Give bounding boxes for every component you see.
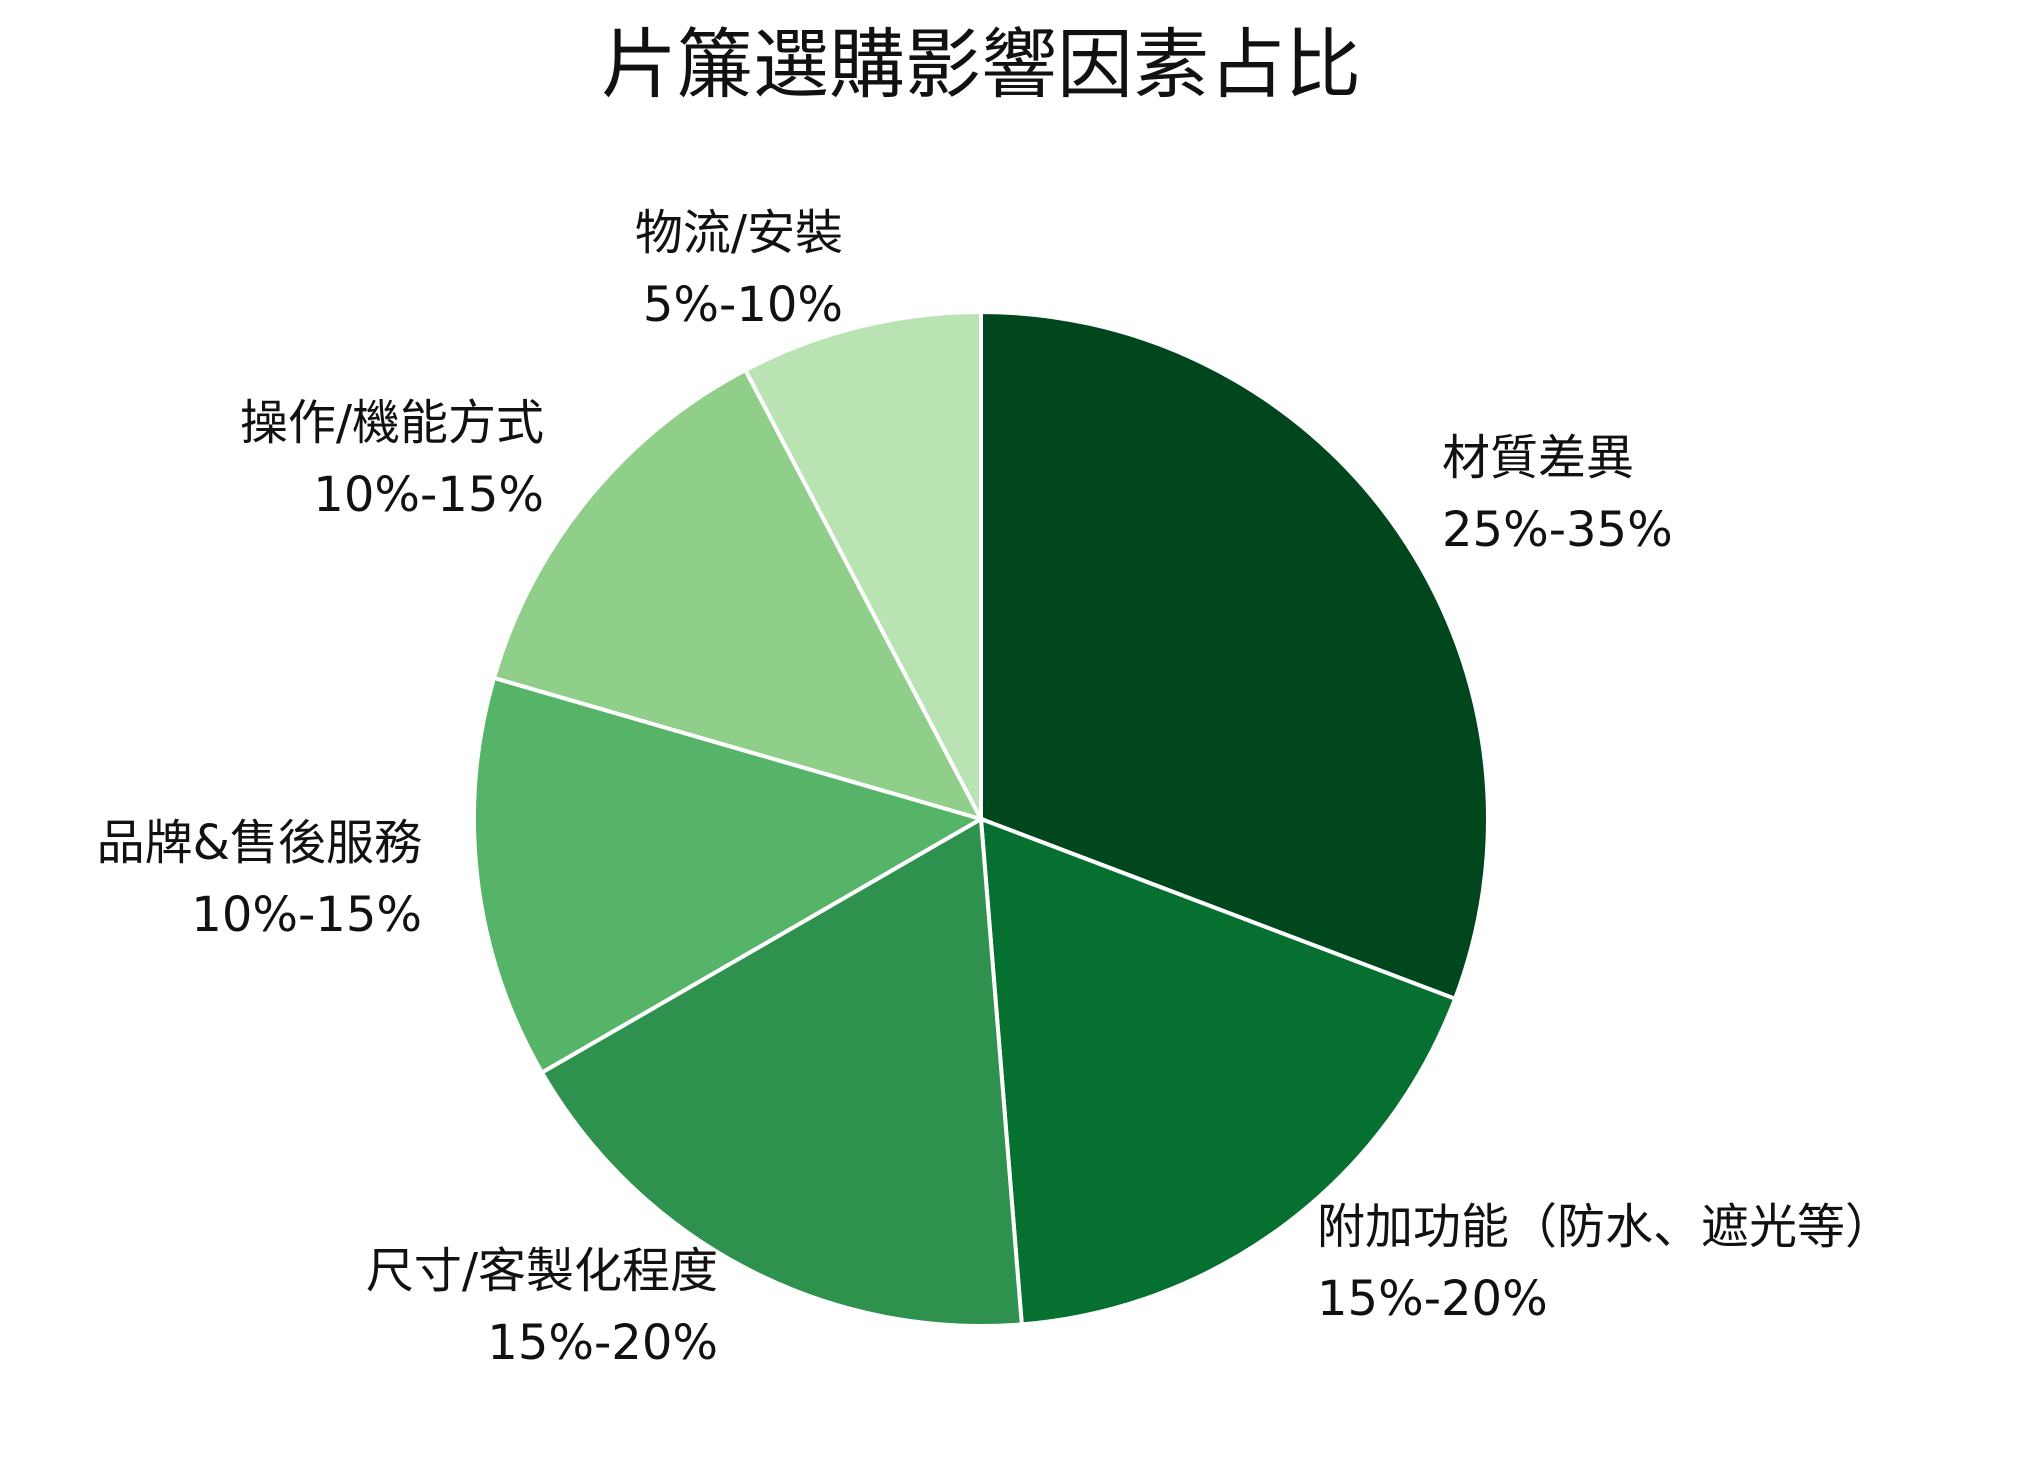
pie-slice: [491, 367, 985, 823]
slice-label: 附加功能（防水、遮光等）: [1317, 1199, 1893, 1255]
value-label: 15%-20%: [487, 1315, 718, 1371]
value-label: 10%-15%: [191, 887, 422, 943]
value-label: 15%-20%: [1317, 1271, 1548, 1327]
pie-slice: [742, 309, 983, 820]
slice-label: 材質差異: [1442, 430, 1634, 486]
value-label: 5%-10%: [643, 277, 843, 333]
value-label: 25%-35%: [1442, 502, 1673, 558]
slice-label: 物流/安裝: [635, 205, 843, 261]
pie-slice: [472, 675, 987, 1076]
slice-label: 尺寸/客製化程度: [366, 1243, 718, 1299]
slice-label: 品牌&售後服務: [97, 815, 422, 871]
pie-slice: [539, 815, 1024, 1328]
pie-slice: [978, 816, 1458, 1327]
slice-label: 操作/機能方式: [240, 395, 544, 451]
value-label: 10%-15%: [313, 467, 544, 523]
chart-title: 片簾選購影響因素占比: [601, 20, 1361, 109]
pie-slice: [979, 309, 1490, 1002]
